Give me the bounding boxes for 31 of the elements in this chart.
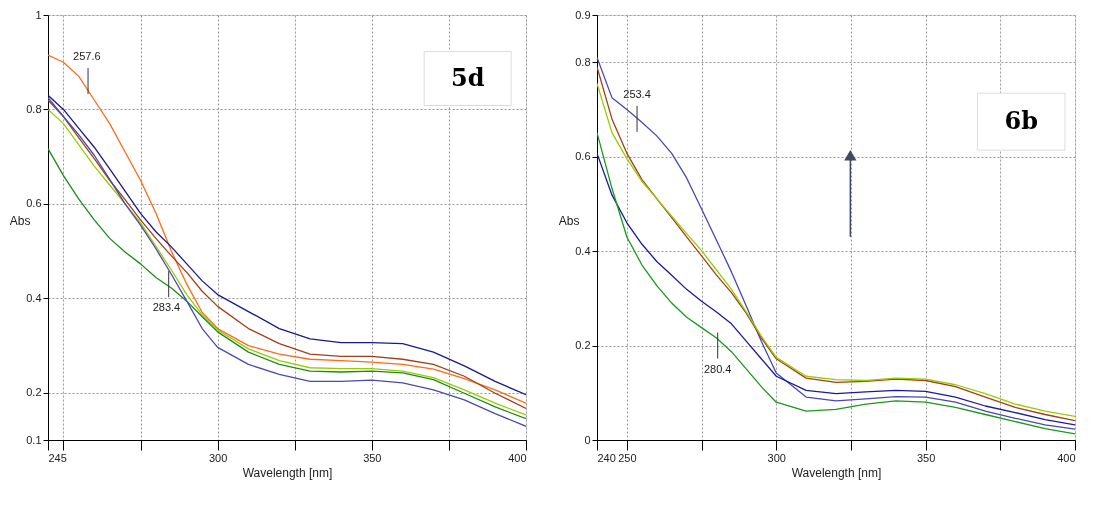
annotation: 6b — [1004, 105, 1038, 135]
x-tick-label: 400 — [1057, 451, 1076, 464]
y-tick-label: 0.1 — [26, 433, 42, 446]
annotation: 280.4 — [703, 362, 732, 375]
y-tick-label: 0.6 — [26, 197, 42, 210]
y-tick-label: 0.2 — [26, 386, 42, 399]
x-tick-label: 400 — [508, 451, 527, 464]
x-tick-label: 350 — [916, 451, 936, 464]
y-axis-title: Abs — [9, 214, 31, 228]
x-tick-label: 250 — [618, 451, 637, 464]
y-tick-label: 1 — [35, 8, 42, 21]
y-tick-label: 0.4 — [575, 244, 591, 257]
annotation: 253.4 — [623, 87, 651, 100]
annotation: 257.6 — [73, 50, 101, 63]
x-tick-label: 300 — [767, 451, 786, 464]
y-tick-label: 0.8 — [26, 102, 42, 115]
x-axis-title: Wavelength [nm] — [242, 465, 333, 480]
x-tick-label: 245 — [48, 451, 67, 464]
x-tick-label: 350 — [363, 451, 382, 464]
x-tick-label: 300 — [208, 451, 228, 464]
y-tick-label: 0.8 — [575, 55, 591, 68]
annotation: 283.4 — [152, 301, 181, 314]
y-tick-label: 0.2 — [575, 339, 591, 352]
x-tick-label: 240 — [597, 451, 616, 464]
y-tick-label: 0.4 — [26, 291, 42, 304]
y-axis-title: Abs — [558, 214, 580, 228]
x-axis-title: Wavelength [nm] — [791, 465, 882, 480]
y-tick-label: 0 — [584, 433, 591, 446]
y-tick-label: 0.9 — [575, 8, 591, 21]
annotation: 5d — [450, 62, 485, 92]
y-tick-label: 0.6 — [575, 150, 591, 163]
